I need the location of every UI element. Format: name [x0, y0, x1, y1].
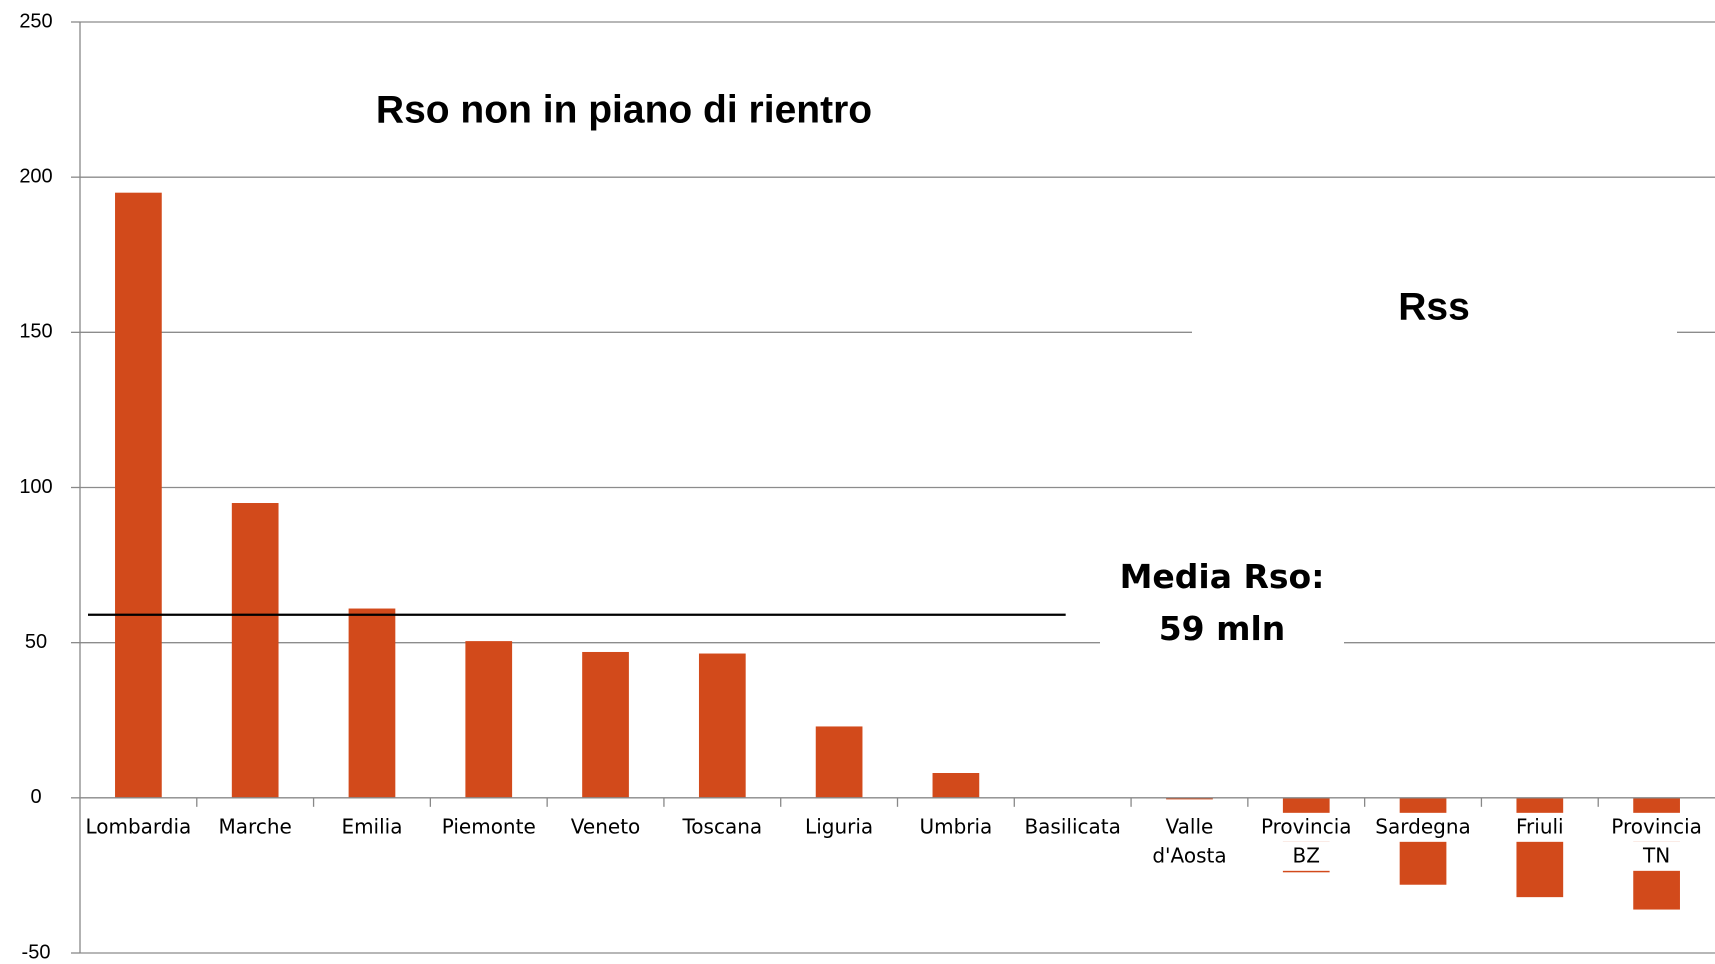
label-background: [1484, 812, 1596, 842]
label-background: [1017, 812, 1129, 842]
x-tick-label: Provincia: [1611, 814, 1702, 838]
annotation: Rss: [1398, 285, 1470, 328]
label-background: [783, 812, 895, 842]
label-background: [1601, 841, 1712, 871]
y-tick-label: 0: [30, 786, 41, 808]
x-tick-label: Emilia: [341, 814, 402, 838]
y-tick-label: 100: [19, 476, 52, 498]
x-tick-label: Friuli: [1516, 814, 1564, 838]
label-background: [1601, 812, 1712, 842]
label-background: [199, 812, 311, 842]
label-background: [1192, 272, 1677, 363]
label-background: [1134, 841, 1245, 871]
x-tick-label: d'Aosta: [1152, 843, 1226, 867]
label-background: [550, 812, 661, 842]
annotation: Rso non in piano di rientro: [376, 88, 872, 131]
bar: [1516, 797, 1564, 898]
x-tick-label: TN: [1642, 843, 1670, 867]
label-background: [83, 812, 194, 842]
y-tick-label: -50: [22, 941, 51, 963]
label-background: [1134, 812, 1245, 842]
bar: [465, 641, 513, 798]
bar: [115, 192, 162, 798]
mean-label: Media Rso:: [1120, 557, 1325, 596]
bar: [1166, 797, 1213, 800]
x-tick-label: Veneto: [571, 814, 641, 838]
mean-label: 59 mln: [1159, 609, 1286, 648]
y-tick-label: 50: [25, 631, 47, 653]
x-tick-label: Lombardia: [85, 814, 191, 838]
bar: [348, 608, 396, 798]
y-tick-label: 250: [19, 10, 52, 32]
x-tick-label: Umbria: [919, 814, 992, 838]
label-background: [1250, 841, 1362, 871]
label-background: [1100, 544, 1344, 675]
label-background: [666, 812, 778, 842]
x-tick-label: BZ: [1293, 843, 1320, 867]
bar: [698, 653, 746, 798]
label-background: [433, 812, 545, 842]
bar: [231, 503, 279, 798]
label-background: [1250, 812, 1362, 842]
x-tick-label: Valle: [1166, 814, 1214, 838]
x-tick-label: Sardegna: [1375, 814, 1470, 838]
label-background: [1367, 812, 1479, 842]
label-background: [900, 812, 1012, 842]
y-tick-label: 200: [19, 165, 52, 187]
bar: [815, 726, 863, 798]
bar: [582, 651, 629, 798]
x-tick-label: Toscana: [681, 814, 762, 838]
bar: [932, 773, 980, 798]
x-tick-label: Provincia: [1261, 814, 1352, 838]
x-tick-label: Piemonte: [442, 814, 536, 838]
x-tick-label: Marche: [219, 814, 292, 838]
y-tick-label: 150: [19, 321, 52, 343]
label-background: [316, 812, 428, 842]
x-tick-label: Liguria: [805, 814, 873, 838]
x-tick-label: Basilicata: [1024, 814, 1120, 838]
